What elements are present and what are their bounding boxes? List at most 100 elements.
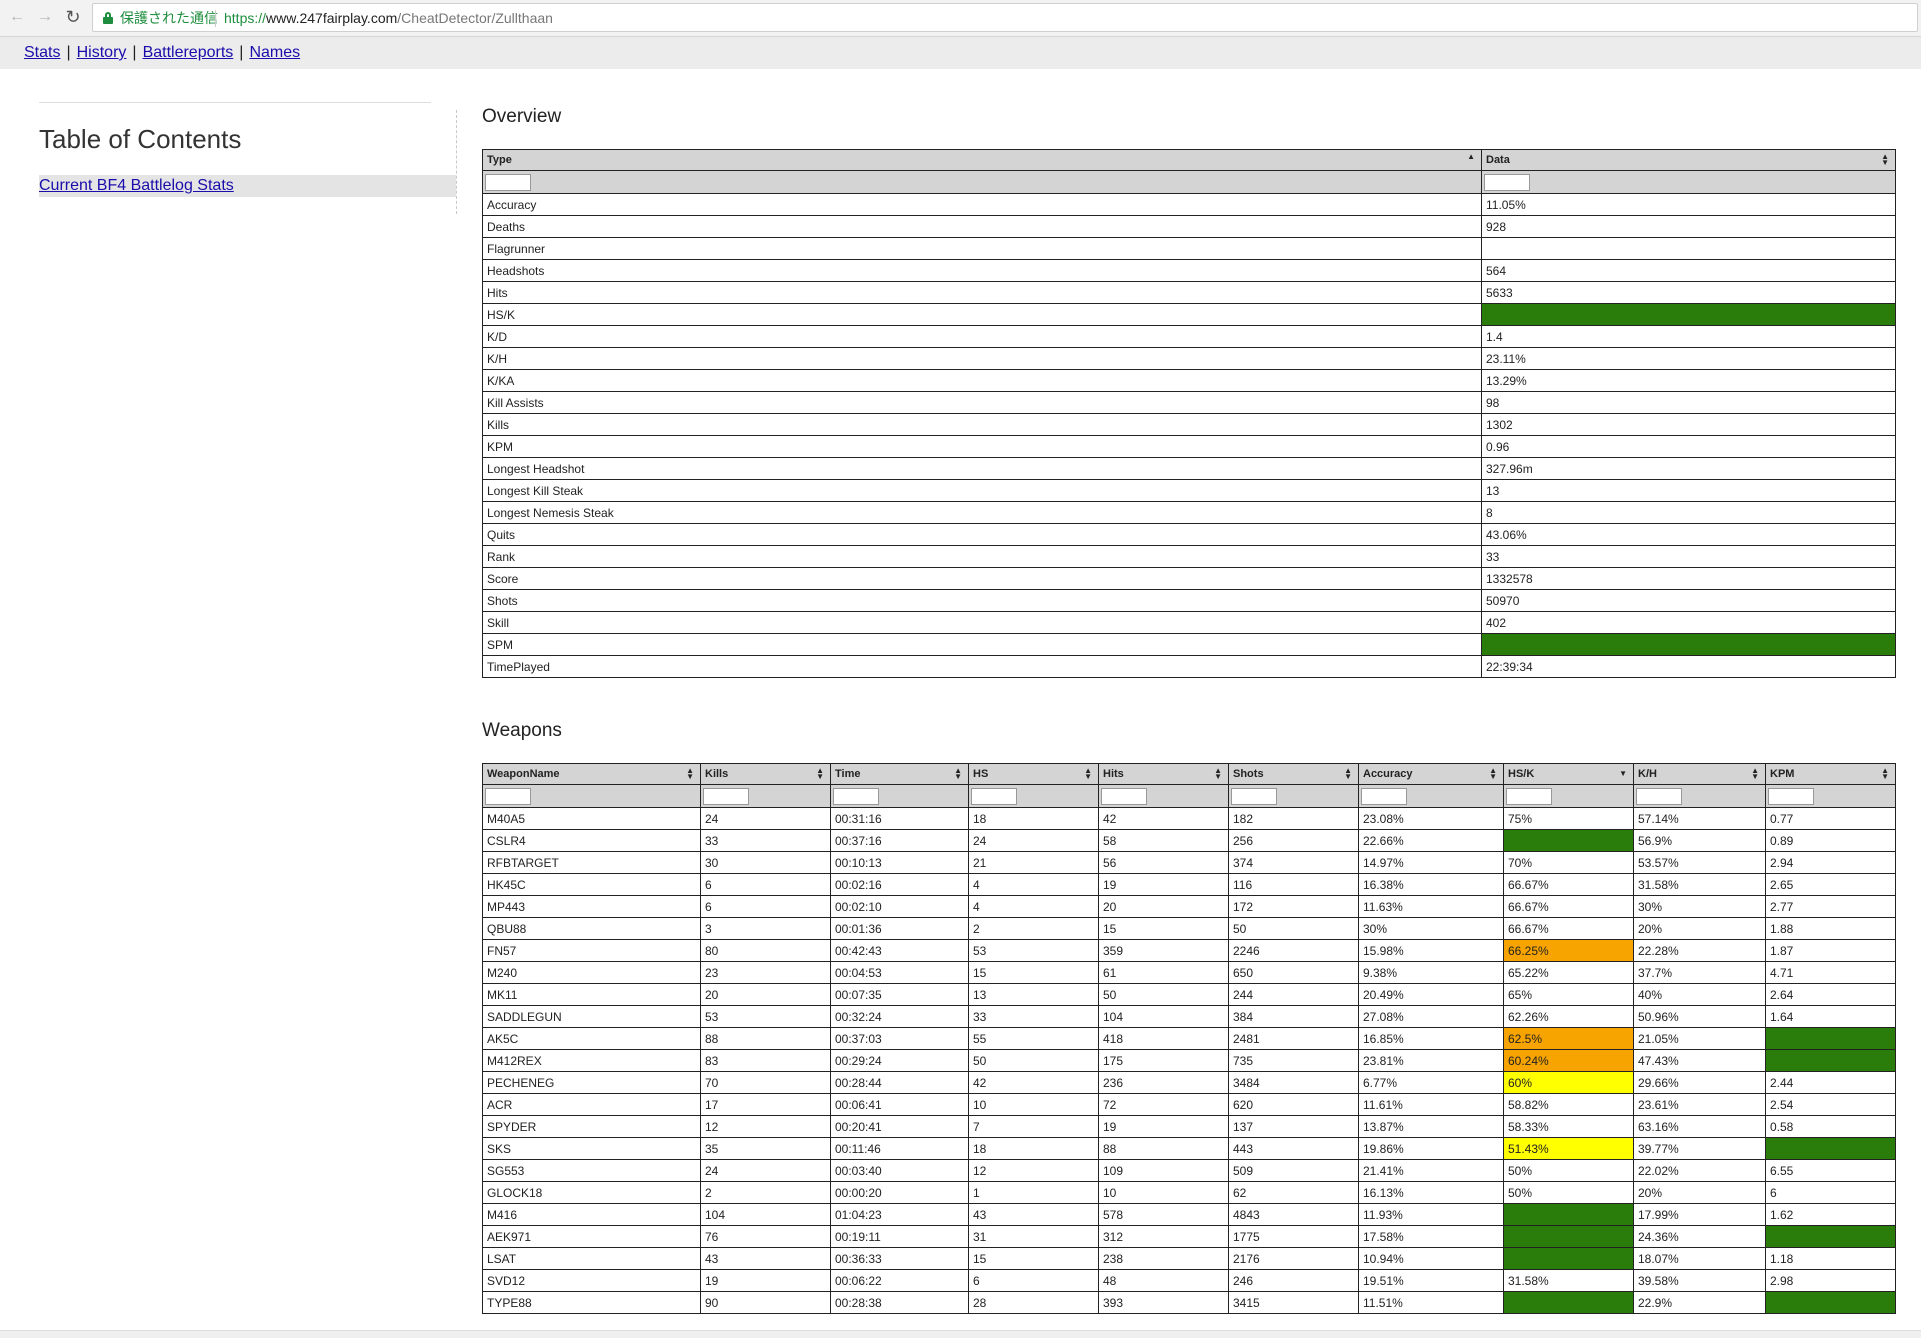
column-header-time[interactable]: Time ▲ ▼	[830, 763, 969, 785]
nav-separator: |	[239, 44, 244, 61]
weapon-cell: 735	[1228, 1049, 1359, 1072]
column-header-kills[interactable]: Kills ▲ ▼	[700, 763, 831, 785]
column-header-k-h[interactable]: K/H ▲ ▼	[1633, 763, 1766, 785]
column-header-label: Kills	[705, 768, 729, 780]
overview-data-cell: 23.11%	[1481, 347, 1896, 370]
nav-link-stats[interactable]: Stats	[24, 44, 61, 61]
weapon-cell: 256	[1228, 829, 1359, 852]
sort-icon[interactable]: ▲ ▼	[1751, 766, 1759, 781]
table-row: Quits 43.06%	[482, 523, 1896, 546]
weapon-cell: 6	[700, 873, 831, 896]
nav-link-names[interactable]: Names	[249, 44, 301, 61]
overview-type-cell: KPM	[482, 435, 1482, 458]
nav-link-battlereports[interactable]: Battlereports	[142, 44, 234, 61]
sort-icon[interactable]: ▲ ▼	[1214, 766, 1222, 781]
filter-cell	[700, 784, 831, 808]
overview-data-cell: 13.29%	[1481, 369, 1896, 392]
weapon-cell: 393	[1098, 1291, 1229, 1314]
weapon-cell: 10	[968, 1093, 1099, 1116]
sort-icon[interactable]: ▲ ▼	[1084, 766, 1092, 781]
weapon-cell: 00:31:16	[830, 807, 969, 830]
forward-arrow-icon[interactable]: →	[37, 8, 53, 25]
sort-ascending-icon[interactable]: ▲	[1467, 152, 1475, 161]
weapon-cell: 2481	[1228, 1027, 1359, 1050]
column-header-data[interactable]: Data ▲ ▼	[1481, 149, 1896, 171]
back-arrow-icon[interactable]: ←	[9, 8, 25, 25]
weapon-cell: 48	[1098, 1269, 1229, 1292]
sort-icon[interactable]: ▲ ▼	[1344, 766, 1352, 781]
filter-input-accuracy[interactable]	[1361, 787, 1407, 805]
table-row: GLOCK18 2 00:00:20 1 10 62 16.13% 50% 20% 6	[482, 1181, 1896, 1204]
weapon-cell: 104	[700, 1203, 831, 1226]
horizontal-scrollbar[interactable]	[0, 1330, 1921, 1338]
weapon-cell: 72.73%	[1503, 829, 1634, 852]
overview-table: Type ▲ Data ▲ ▼ Accuracy 11.05% Deaths 928 Flag…	[482, 149, 1896, 678]
sort-icon[interactable]: ▲ ▼	[686, 766, 694, 781]
weapon-cell: 17.99%	[1633, 1203, 1766, 1226]
sort-icon[interactable]: ▲ ▼	[1489, 766, 1497, 781]
filter-input-hs[interactable]	[971, 787, 1017, 805]
weapon-cell: 01:04:23	[830, 1203, 969, 1226]
filter-input-type[interactable]	[485, 173, 531, 191]
column-header-hs-k[interactable]: HS/K ▼	[1503, 763, 1634, 785]
filter-input-data[interactable]	[1484, 173, 1530, 191]
weapons-header-row: WeaponName ▲ ▼ Kills ▲ ▼ Time ▲ ▼ HS ▲ ▼ Hits ▲ ▼ Shots…	[482, 763, 1896, 785]
column-header-label: K/H	[1638, 768, 1657, 780]
filter-input-hs-k[interactable]	[1506, 787, 1552, 805]
weapon-cell: AK5C	[482, 1027, 701, 1050]
overview-type-cell: Quits	[482, 523, 1482, 546]
weapon-cell: 39.77%	[1633, 1137, 1766, 1160]
sort-descending-icon[interactable]: ▼	[1619, 769, 1627, 778]
weapon-cell: SVD12	[482, 1269, 701, 1292]
weapon-cell: 1.87	[1765, 939, 1896, 962]
nav-link-history[interactable]: History	[76, 44, 127, 61]
sort-icon[interactable]: ▲ ▼	[1881, 152, 1889, 167]
overview-header-row: Type ▲ Data ▲ ▼	[482, 149, 1896, 171]
weapon-cell: SKS	[482, 1137, 701, 1160]
filter-input-shots[interactable]	[1231, 787, 1277, 805]
filter-input-weaponname[interactable]	[485, 787, 531, 805]
toc-link-battlelog-stats[interactable]: Current BF4 Battlelog Stats	[39, 177, 234, 194]
weapon-cell: 6.55	[1765, 1159, 1896, 1182]
table-row: HK45C 6 00:02:16 4 19 116 16.38% 66.67% 31.58% 2.…	[482, 873, 1896, 896]
column-header-hs[interactable]: HS ▲ ▼	[968, 763, 1099, 785]
weapon-cell: 3.14	[1765, 1291, 1896, 1314]
weapon-cell: MP443	[482, 895, 701, 918]
weapon-cell: AEK971	[482, 1225, 701, 1248]
url-text[interactable]: https://www.247fairplay.com/CheatDetecto…	[224, 4, 553, 33]
table-row: TimePlayed 22:39:34	[482, 655, 1896, 678]
reload-icon[interactable]: ↻	[65, 7, 81, 27]
filter-input-time[interactable]	[833, 787, 879, 805]
weapon-cell: 51.43%	[1503, 1137, 1634, 1160]
filter-input-k-h[interactable]	[1636, 787, 1682, 805]
column-header-kpm[interactable]: KPM ▲ ▼	[1765, 763, 1896, 785]
filter-cell	[1481, 170, 1896, 194]
weapon-cell: 23.08%	[1358, 807, 1504, 830]
sort-icon[interactable]: ▲ ▼	[1881, 766, 1889, 781]
weapon-cell: 60%	[1503, 1071, 1634, 1094]
weapon-cell: FN57	[482, 939, 701, 962]
filter-input-kpm[interactable]	[1768, 787, 1814, 805]
toc-divider	[39, 102, 431, 103]
column-header-hits[interactable]: Hits ▲ ▼	[1098, 763, 1229, 785]
filter-input-hits[interactable]	[1101, 787, 1147, 805]
weapon-cell: 0.89	[1765, 829, 1896, 852]
sort-icon[interactable]: ▲ ▼	[954, 766, 962, 781]
sort-icon[interactable]: ▲ ▼	[816, 766, 824, 781]
weapon-cell: 30%	[1633, 895, 1766, 918]
column-header-weaponname[interactable]: WeaponName ▲ ▼	[482, 763, 701, 785]
weapon-cell: 39.58%	[1633, 1269, 1766, 1292]
weapon-cell: 00:29:24	[830, 1049, 969, 1072]
column-header-type[interactable]: Type ▲	[482, 149, 1482, 171]
weapon-cell: 42	[1098, 807, 1229, 830]
filter-input-kills[interactable]	[703, 787, 749, 805]
lock-icon	[103, 12, 113, 24]
table-row: ACR 17 00:06:41 10 72 620 11.61% 58.82% 23.61% 2.…	[482, 1093, 1896, 1116]
weapon-cell: 2176	[1228, 1247, 1359, 1270]
column-header-accuracy[interactable]: Accuracy ▲ ▼	[1358, 763, 1504, 785]
weapon-cell: 238	[1098, 1247, 1229, 1270]
weapon-cell: 11.93%	[1358, 1203, 1504, 1226]
address-bar[interactable]: 保護された通信 https://www.247fairplay.com/Chea…	[92, 3, 1918, 32]
column-header-shots[interactable]: Shots ▲ ▼	[1228, 763, 1359, 785]
weapon-cell: 56	[1098, 851, 1229, 874]
